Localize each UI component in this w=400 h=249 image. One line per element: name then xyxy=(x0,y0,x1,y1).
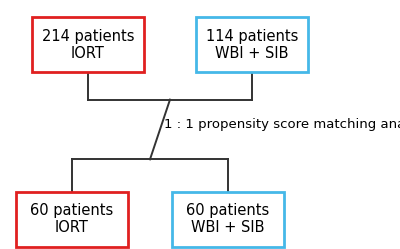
FancyBboxPatch shape xyxy=(196,17,308,72)
Text: 60 patients
IORT: 60 patients IORT xyxy=(30,203,114,235)
Text: 214 patients
IORT: 214 patients IORT xyxy=(42,29,134,61)
FancyBboxPatch shape xyxy=(172,192,284,247)
Text: 60 patients
WBI + SIB: 60 patients WBI + SIB xyxy=(186,203,270,235)
Text: 1 : 1 propensity score matching analysis: 1 : 1 propensity score matching analysis xyxy=(164,118,400,131)
Text: 114 patients
WBI + SIB: 114 patients WBI + SIB xyxy=(206,29,298,61)
FancyBboxPatch shape xyxy=(32,17,144,72)
FancyBboxPatch shape xyxy=(16,192,128,247)
